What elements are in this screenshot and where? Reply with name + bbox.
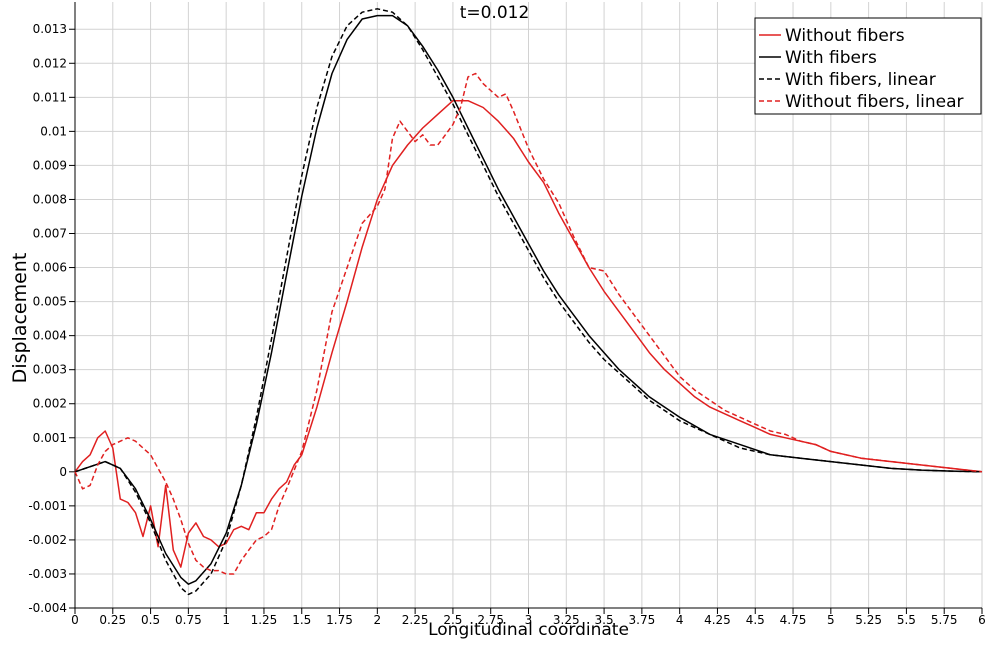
x-tick-label: 3 — [525, 613, 533, 627]
series-line-4 — [74, 72, 983, 575]
x-tick-label: 4.5 — [746, 613, 765, 627]
x-tick-label: 4.75 — [780, 613, 807, 627]
x-tick-label: 0.75 — [175, 613, 202, 627]
legend-label: With fibers — [785, 48, 877, 68]
legend-label: Without fibers, linear — [785, 92, 964, 112]
x-tick-label: 5.25 — [855, 613, 882, 627]
y-tick-label: 0.012 — [33, 56, 67, 70]
y-tick-label: 0.007 — [33, 227, 67, 241]
x-tick-label: 2.25 — [402, 613, 429, 627]
x-axis-ticks: 0 0.25 0.5 0.75 1 1.25 1.5 1.75 2 2.25 2.5 2.75 3 3.2… — [71, 608, 986, 627]
y-tick-label: 0.004 — [33, 329, 67, 343]
x-tick-label: 2.75 — [477, 613, 504, 627]
x-tick-label: 3.75 — [629, 613, 656, 627]
legend-box — [754, 17, 982, 115]
y-tick-label: 0.01 — [40, 124, 67, 138]
y-tick-label: 0.009 — [33, 158, 67, 172]
x-axis-label: Longitudinal coordinate — [428, 620, 629, 640]
x-tick-label: 3.5 — [595, 613, 614, 627]
x-tick-label: 1.75 — [326, 613, 353, 627]
y-tick-label: 0 — [59, 465, 67, 479]
x-tick-label: 5 — [827, 613, 835, 627]
x-tick-label: 2.5 — [443, 613, 462, 627]
x-tick-label: 1.25 — [251, 613, 278, 627]
x-tick-label: 3.25 — [553, 613, 580, 627]
legend-label: With fibers, linear — [785, 70, 936, 90]
y-tick-label: -0.003 — [28, 567, 67, 581]
y-tick-label: 0.001 — [33, 431, 67, 445]
y-tick-label: -0.001 — [28, 499, 67, 513]
y-tick-label: -0.004 — [28, 601, 67, 615]
x-tick-label: 5.5 — [897, 613, 916, 627]
chart-title: t=0.012 — [459, 3, 530, 23]
y-tick-label: 0.002 — [33, 397, 67, 411]
y-tick-label: 0.006 — [33, 261, 67, 275]
grid — [74, 2, 983, 609]
y-tick-label: 0.013 — [33, 22, 67, 36]
x-tick-label: 0.25 — [99, 613, 126, 627]
x-tick-label: 4 — [676, 613, 684, 627]
x-tick-label: 1 — [222, 613, 230, 627]
x-tick-label: 4.25 — [704, 613, 731, 627]
y-tick-label: -0.002 — [28, 533, 67, 547]
x-tick-label: 6 — [978, 613, 986, 627]
y-axis-label: Displacement — [9, 252, 31, 384]
series-line-1 — [74, 99, 983, 568]
y-tick-label: 0.011 — [33, 90, 67, 104]
series-line-2 — [74, 14, 983, 585]
x-tick-label: 0 — [71, 613, 79, 627]
y-tick-label: 0.003 — [33, 363, 67, 377]
y-tick-label: 0.008 — [33, 192, 67, 206]
series-line-3 — [74, 8, 983, 596]
x-tick-label: 2 — [374, 613, 382, 627]
x-tick-label: 5.75 — [931, 613, 958, 627]
y-axis-ticks: -0.004 -0.003 -0.002 -0.001 0 0.001 0.002 0.003… — [28, 22, 75, 615]
x-tick-label: 1.5 — [292, 613, 311, 627]
series-lines — [74, 8, 983, 596]
x-tick-label: 0.5 — [141, 613, 160, 627]
y-tick-label: 0.005 — [33, 295, 67, 309]
legend-label: Without fibers — [785, 26, 905, 46]
